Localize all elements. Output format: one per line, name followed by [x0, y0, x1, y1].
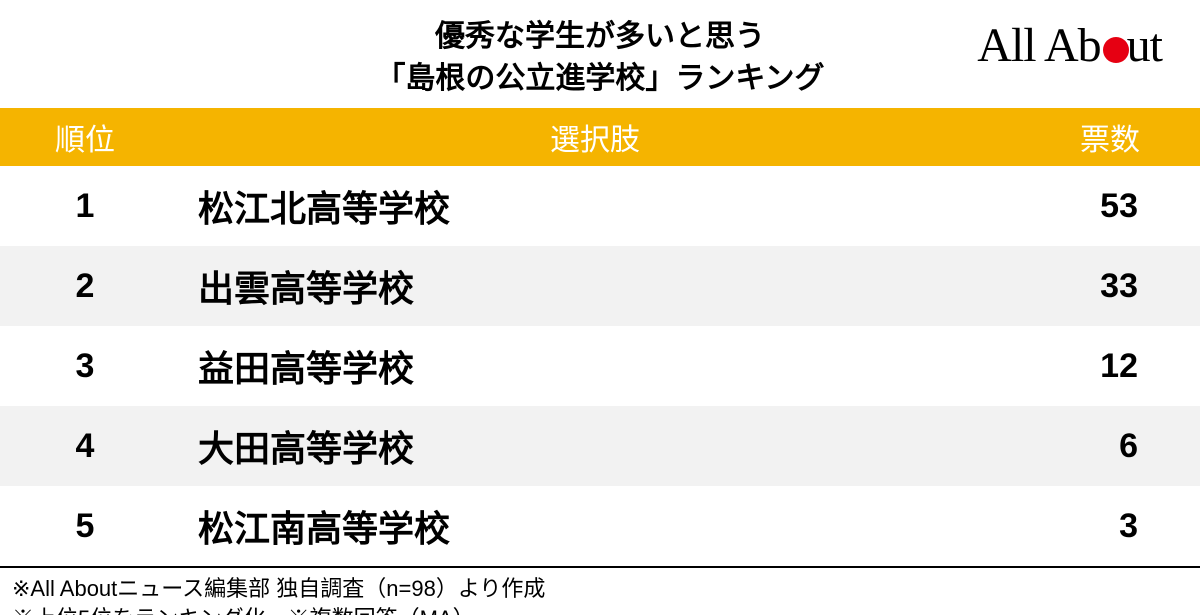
table-body: 1 松江北高等学校 53 2 出雲高等学校 33 3 益田高等学校 12 4 大… [0, 166, 1200, 566]
header-votes: 票数 [1020, 115, 1200, 159]
table-row: 5 松江南高等学校 3 [0, 486, 1200, 566]
table-row: 4 大田高等学校 6 [0, 406, 1200, 486]
cell-choice: 松江北高等学校 [170, 180, 1020, 232]
ranking-infographic: All Ab ut 優秀な学生が多いと思う 「島根の公立進学校」ランキング 順位… [0, 0, 1200, 615]
header-choice: 選択肢 [170, 115, 1020, 159]
logo-text-part2: ut [1127, 18, 1162, 73]
logo-dot-icon [1103, 37, 1129, 63]
header-rank: 順位 [0, 115, 170, 159]
cell-votes: 12 [1020, 347, 1200, 386]
cell-rank: 2 [0, 267, 170, 306]
cell-rank: 5 [0, 507, 170, 546]
cell-votes: 3 [1020, 507, 1200, 546]
allabout-logo: All Ab ut [977, 18, 1162, 73]
cell-choice: 松江南高等学校 [170, 500, 1020, 552]
cell-votes: 53 [1020, 187, 1200, 226]
footnote-line1: ※All Aboutニュース編集部 独自調査（n=98）より作成 [12, 574, 1188, 604]
footnotes: ※All Aboutニュース編集部 独自調査（n=98）より作成 ※上位5位をラ… [0, 568, 1200, 615]
cell-rank: 3 [0, 347, 170, 386]
table-row: 2 出雲高等学校 33 [0, 246, 1200, 326]
footnote-line2: ※上位5位をランキング化 ※複数回答（MA） [12, 604, 1188, 615]
cell-rank: 1 [0, 187, 170, 226]
table-header-row: 順位 選択肢 票数 [0, 108, 1200, 166]
cell-choice: 大田高等学校 [170, 420, 1020, 472]
cell-choice: 益田高等学校 [170, 340, 1020, 392]
table-row: 1 松江北高等学校 53 [0, 166, 1200, 246]
ranking-table: 順位 選択肢 票数 1 松江北高等学校 53 2 出雲高等学校 33 3 益田高… [0, 108, 1200, 568]
cell-votes: 33 [1020, 267, 1200, 306]
cell-choice: 出雲高等学校 [170, 260, 1020, 312]
table-row: 3 益田高等学校 12 [0, 326, 1200, 406]
logo-text-part1: All Ab [977, 18, 1100, 73]
cell-rank: 4 [0, 427, 170, 466]
cell-votes: 6 [1020, 427, 1200, 466]
